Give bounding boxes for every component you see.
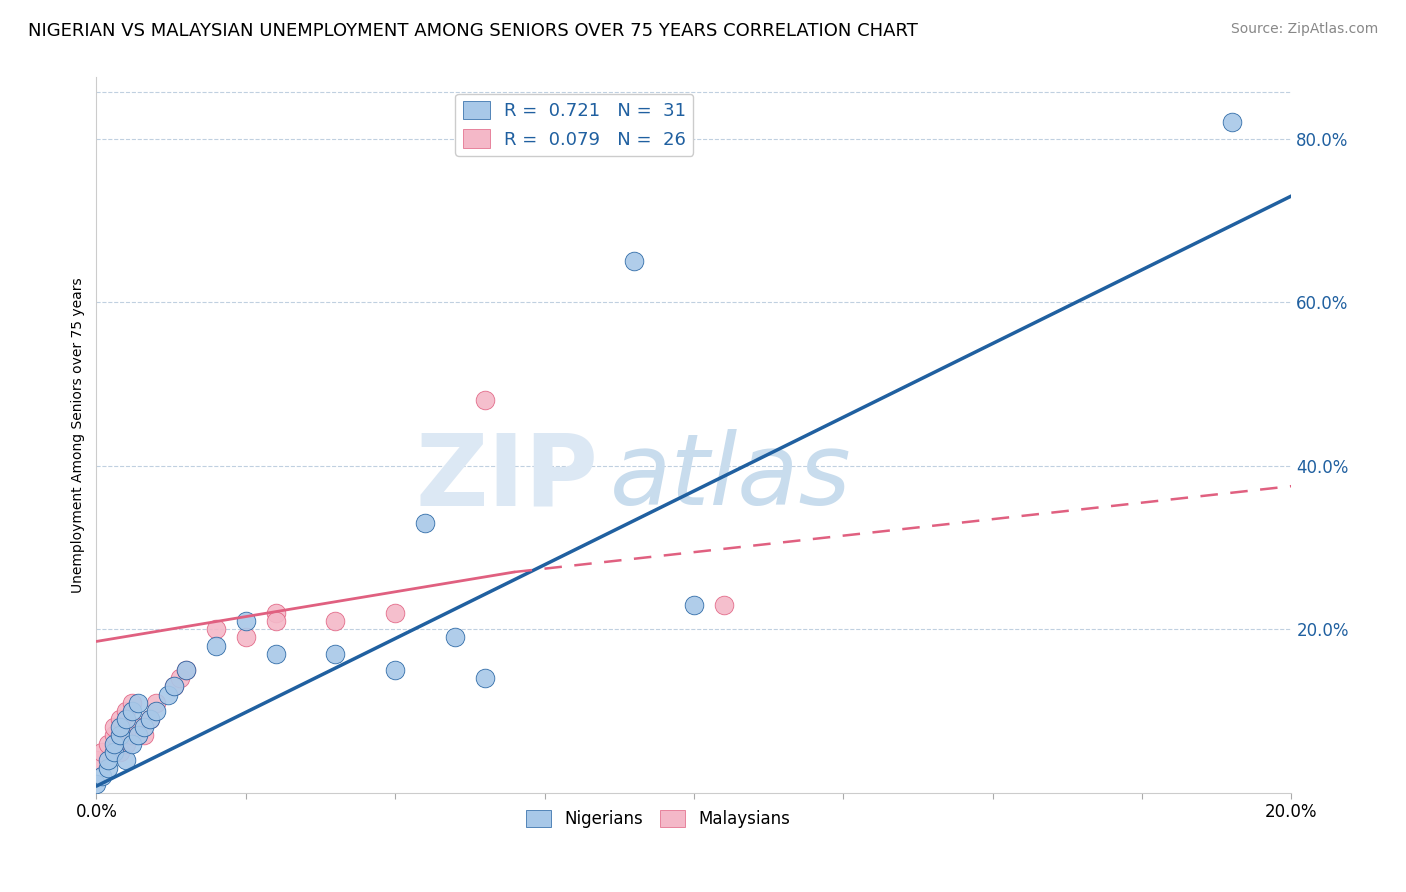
Point [325,614,347,628]
Point [683,598,706,612]
Point [623,254,645,268]
Point [384,606,406,620]
Point [384,663,406,677]
Text: ZIP: ZIP [415,429,599,526]
Point [264,614,287,628]
Point [97,737,120,751]
Point [205,622,228,636]
Point [91,745,114,759]
Point [134,720,156,734]
Point [115,712,138,726]
Text: atlas: atlas [610,429,852,526]
Point [110,728,132,742]
Point [121,704,143,718]
Point [103,737,125,751]
Point [86,753,108,767]
Point [139,712,162,726]
Point [205,639,228,653]
Point [110,712,132,726]
Point [474,393,496,408]
Point [127,728,149,742]
Point [121,696,143,710]
Point [474,671,496,685]
Point [163,680,186,694]
Y-axis label: Unemployment Among Seniors over 75 years: Unemployment Among Seniors over 75 years [72,277,86,593]
Legend: Nigerians, Malaysians: Nigerians, Malaysians [519,803,797,834]
Text: NIGERIAN VS MALAYSIAN UNEMPLOYMENT AMONG SENIORS OVER 75 YEARS CORRELATION CHART: NIGERIAN VS MALAYSIAN UNEMPLOYMENT AMONG… [28,22,918,40]
Point [127,696,149,710]
Point [235,614,257,628]
Point [713,598,735,612]
Point [127,720,149,734]
Point [264,647,287,661]
Point [174,663,197,677]
Point [163,680,186,694]
Point [169,671,191,685]
Point [110,720,132,734]
Point [413,516,436,530]
Point [121,737,143,751]
Point [145,704,167,718]
Point [264,606,287,620]
Point [97,753,120,767]
Point [103,745,125,759]
Point [86,777,108,791]
Point [444,631,467,645]
Point [115,737,138,751]
Point [174,663,197,677]
Point [91,769,114,783]
Point [115,753,138,767]
Point [157,688,180,702]
Point [103,720,125,734]
Point [139,712,162,726]
Point [145,696,167,710]
Point [1220,115,1243,129]
Point [110,745,132,759]
Point [97,761,120,775]
Point [115,704,138,718]
Point [103,728,125,742]
Point [134,728,156,742]
Point [235,631,257,645]
Text: Source: ZipAtlas.com: Source: ZipAtlas.com [1230,22,1378,37]
Point [325,647,347,661]
Point [121,728,143,742]
